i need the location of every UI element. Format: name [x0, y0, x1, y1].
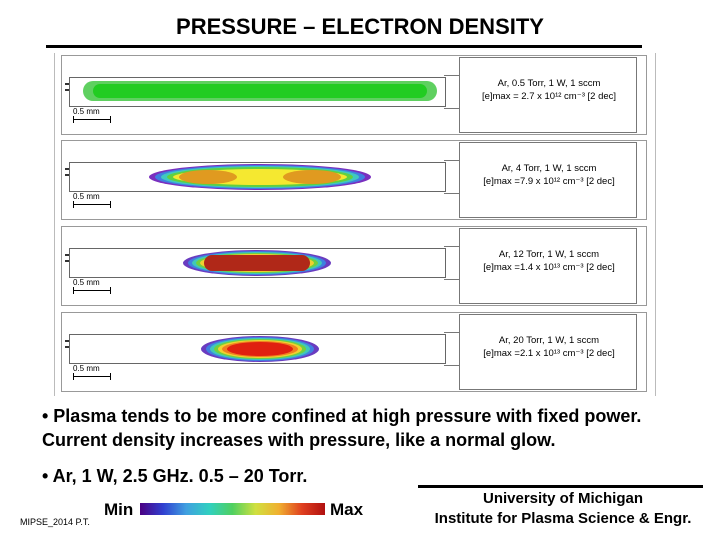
conditions-text: Ar, 0.5 Torr, 1 W, 1 sccm: [497, 78, 601, 89]
panel-12-torr: 0.5 mm Ar, 12 Torr, 1 W, 1 sccm [e]max =…: [61, 226, 649, 306]
slide-title: PRESSURE – ELECTRON DENSITY: [176, 14, 544, 39]
legend-box: Ar, 20 Torr, 1 W, 1 sccm [e]max =2.1 x 1…: [459, 314, 637, 390]
scale-label: 0.5 mm: [73, 278, 100, 287]
conditions-text: Ar, 4 Torr, 1 W, 1 sccm: [501, 163, 597, 174]
scale-label: 0.5 mm: [73, 107, 100, 116]
bullet-confinement: • Plasma tends to be more confined at hi…: [42, 406, 642, 450]
scale-bar: [73, 201, 111, 208]
panel-4-torr: 0.5 mm Ar, 4 Torr, 1 W, 1 sccm [e]max =7…: [61, 140, 649, 220]
colorbar-max-label: Max: [330, 500, 364, 519]
bullet-conditions: • Ar, 1 W, 2.5 GHz. 0.5 – 20 Torr.: [42, 466, 308, 486]
tick-mark: [65, 174, 72, 176]
tick-mark: [65, 260, 72, 262]
density-peak-left: [179, 170, 237, 184]
legend-box: Ar, 12 Torr, 1 W, 1 sccm [e]max =1.4 x 1…: [459, 228, 637, 304]
legend-bracket: [444, 75, 459, 109]
density-core: [93, 84, 427, 98]
legend-bracket: [444, 332, 459, 366]
conditions-text: Ar, 20 Torr, 1 W, 1 sccm: [498, 335, 600, 346]
conditions-text: Ar, 12 Torr, 1 W, 1 sccm: [498, 249, 600, 260]
footer-id: MIPSE_2014 P.T.: [20, 517, 90, 527]
density-peak-right: [283, 170, 341, 184]
affiliation-rule: [418, 485, 703, 488]
scale-bar: [73, 116, 111, 123]
affiliation-university: University of Michigan: [482, 490, 644, 507]
tick-mark: [65, 254, 72, 256]
panel-0-5-torr: 0.5 mm Ar, 0.5 Torr, 1 W, 1 sccm [e]max …: [61, 55, 649, 135]
density-core: [227, 342, 293, 356]
emax-text: [e]max =7.9 x 10¹² cm⁻³ [2 dec]: [483, 176, 615, 187]
colorbar: [140, 503, 325, 515]
tick-mark: [65, 346, 72, 348]
density-core: [204, 255, 310, 271]
emax-text: [e]max =2.1 x 10¹³ cm⁻³ [2 dec]: [483, 348, 615, 359]
emax-text: [e]max =1.4 x 10¹³ cm⁻³ [2 dec]: [483, 262, 615, 273]
affiliation-institute: Institute for Plasma Science & Engr.: [434, 510, 692, 527]
tick-mark: [65, 340, 72, 342]
colorbar-min-label: Min: [104, 500, 134, 519]
scale-bar: [73, 287, 111, 294]
tick-mark: [65, 89, 72, 91]
legend-box: Ar, 4 Torr, 1 W, 1 sccm [e]max =7.9 x 10…: [459, 142, 637, 218]
emax-text: [e]max = 2.7 x 10¹² cm⁻³ [2 dec]: [481, 91, 617, 102]
scale-label: 0.5 mm: [73, 192, 100, 201]
simulation-figure: 0.5 mm Ar, 0.5 Torr, 1 W, 1 sccm [e]max …: [54, 53, 656, 396]
scale-bar: [73, 373, 111, 380]
legend-bracket: [444, 160, 459, 194]
legend-bracket: [444, 246, 459, 280]
tick-mark: [65, 168, 72, 170]
scale-label: 0.5 mm: [73, 364, 100, 373]
title-rule: [46, 45, 642, 48]
tick-mark: [65, 83, 72, 85]
panel-20-torr: 0.5 mm Ar, 20 Torr, 1 W, 1 sccm [e]max =…: [61, 312, 649, 392]
legend-box: Ar, 0.5 Torr, 1 W, 1 sccm [e]max = 2.7 x…: [459, 57, 637, 133]
